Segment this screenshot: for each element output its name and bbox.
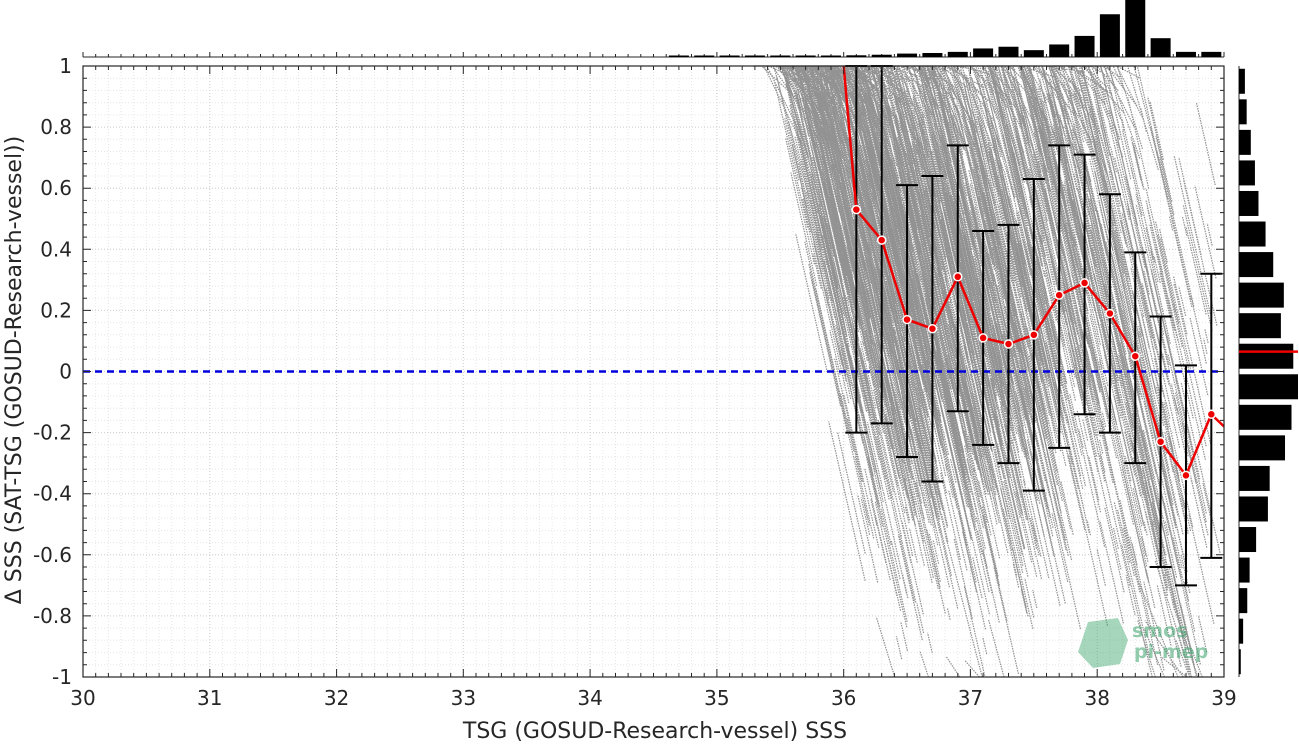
y-histogram-bar	[1239, 527, 1257, 553]
x-histogram-bar	[694, 55, 715, 57]
x-histogram-ticks	[82, 52, 1225, 57]
tick-labels: 30 31 32 33 34 35 36 37 38 39 -1 -0.8 -0.6 -0.4 -0.2 0 0…	[33, 54, 1237, 710]
x-histogram-bar	[1023, 50, 1044, 57]
binned-mean-line	[842, 65, 1225, 481]
x-histogram-bar	[922, 53, 943, 57]
x-tick-label: 39	[1211, 686, 1236, 710]
x-tick-label: 38	[1084, 686, 1109, 710]
x-histogram-bar	[1175, 51, 1196, 57]
y-histogram	[1238, 66, 1298, 677]
watermark-logo: smos pi-mep	[1078, 618, 1208, 668]
x-tick-label: 34	[577, 686, 602, 710]
y-histogram-bar	[1239, 68, 1245, 94]
y-tick-label: -0.8	[33, 604, 72, 628]
y-axis-label: Δ SSS (SAT-TSG (GOSUD-Research-vessel))	[2, 136, 27, 604]
y-histogram-bar	[1239, 190, 1259, 216]
y-histogram-bar	[1239, 618, 1244, 644]
logo-text-line2: pi-mep	[1134, 641, 1208, 663]
mean-point	[851, 204, 862, 215]
mean-point	[902, 314, 912, 325]
x-axis-label: TSG (GOSUD-Research-vessel) SSS	[462, 719, 847, 744]
x-histogram-bar	[719, 55, 740, 57]
x-histogram-bar	[1150, 38, 1171, 57]
x-tick-label: 33	[451, 686, 476, 710]
x-histogram-bar	[1125, 0, 1146, 57]
mean-point	[1105, 308, 1115, 319]
mean-point	[1155, 437, 1166, 447]
y-histogram-bar	[1239, 221, 1266, 247]
x-histogram-bar	[998, 46, 1019, 57]
y-tick-label: -0.4	[33, 482, 72, 506]
mean-point	[1054, 290, 1064, 300]
y-histogram-bar	[1239, 99, 1247, 125]
x-tick-label: 30	[70, 686, 95, 710]
x-tick-label: 37	[958, 686, 983, 710]
x-histogram-bar	[795, 55, 816, 57]
x-histogram-bar	[1201, 51, 1222, 57]
x-histogram-bar	[897, 53, 918, 57]
y-histogram-bar	[1239, 465, 1270, 491]
y-tick-label: -0.2	[33, 421, 72, 445]
mean-point	[1181, 470, 1191, 481]
y-histogram-bar	[1239, 496, 1268, 522]
y-histogram-bar	[1239, 343, 1294, 369]
y-histogram-bar	[1239, 282, 1284, 308]
y-tick-label: 0.8	[40, 115, 72, 139]
y-histogram-bar	[1239, 435, 1286, 461]
y-tick-label: -1	[52, 665, 72, 689]
mean-point	[1206, 409, 1217, 420]
y-histogram-bar	[1239, 404, 1292, 430]
x-histogram	[82, 0, 1225, 58]
x-histogram-bar	[1099, 14, 1120, 57]
y-histogram-bar	[1239, 588, 1248, 614]
y-histogram-bar	[1239, 649, 1241, 675]
y-tick-label: -0.6	[33, 543, 72, 567]
x-histogram-bar	[1074, 35, 1095, 57]
y-tick-label: 1	[59, 54, 72, 78]
mean-point	[978, 333, 988, 343]
mean-point	[876, 235, 887, 245]
x-tick-label: 32	[324, 686, 349, 710]
x-tick-label: 31	[197, 686, 222, 710]
x-tick-label: 36	[831, 686, 856, 710]
x-histogram-bar	[973, 48, 994, 57]
x-histogram-bar	[820, 55, 841, 57]
y-histogram-bar	[1239, 129, 1251, 155]
logo-text-line1: smos	[1132, 620, 1187, 642]
y-histogram-bar	[1239, 313, 1281, 339]
x-histogram-bar	[1049, 44, 1070, 57]
y-histogram-bar	[1239, 252, 1274, 278]
mean-point	[1130, 351, 1141, 361]
mean-point	[1079, 278, 1090, 288]
x-histogram-bar	[770, 55, 791, 57]
y-histogram-bar	[1239, 557, 1250, 583]
mean-point	[953, 272, 963, 282]
y-tick-label: 0.2	[40, 298, 72, 322]
mean-point	[927, 323, 938, 334]
tick-marks	[82, 65, 1225, 678]
x-histogram-bar	[744, 55, 765, 57]
x-histogram-bar	[947, 51, 968, 57]
y-tick-label: 0.4	[40, 237, 72, 261]
x-histogram-bar	[668, 55, 689, 57]
y-tick-label: 0.6	[40, 176, 72, 200]
x-tick-label: 35	[704, 686, 729, 710]
x-histogram-bar	[846, 55, 867, 57]
logo-shape-icon	[1078, 618, 1128, 668]
axis-ticks	[82, 65, 1225, 678]
y-histogram-bar	[1239, 374, 1298, 400]
x-histogram-bar	[871, 54, 892, 57]
y-tick-label: 0	[59, 360, 72, 384]
mean-point	[1003, 339, 1014, 349]
mean-point	[1029, 330, 1039, 340]
y-histogram-bar	[1239, 160, 1255, 186]
